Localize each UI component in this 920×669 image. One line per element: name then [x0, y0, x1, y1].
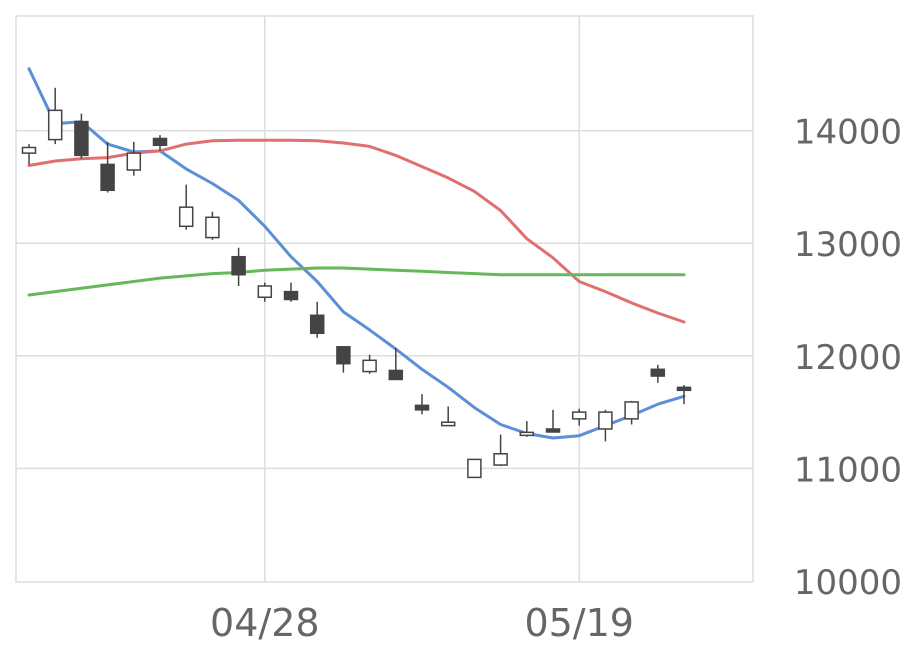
y-tick-label-4: 14000	[794, 113, 902, 153]
candle-10	[283, 282, 299, 302]
candle-body-19	[519, 431, 535, 437]
candle-body-8	[231, 255, 246, 276]
candle-1	[47, 87, 63, 145]
candle-6	[178, 184, 194, 230]
candle-12	[336, 346, 351, 373]
candle-21	[571, 408, 587, 426]
candle-body-22	[598, 411, 613, 430]
series-line-2	[27, 266, 686, 297]
candle-body-2	[74, 120, 89, 157]
x-axis-labels: 04/28 05/19	[210, 601, 634, 645]
candle-24	[650, 364, 666, 383]
x-tick-label-0: 04/28	[210, 601, 320, 645]
candle-body-0	[21, 146, 37, 154]
candle-body-24	[650, 368, 666, 377]
candle-body-25	[676, 386, 692, 392]
y-tick-label-0: 10000	[794, 563, 902, 603]
candle-13	[362, 354, 377, 374]
candle-18	[493, 434, 508, 467]
candle-15	[414, 394, 430, 415]
candle-4	[126, 141, 142, 176]
candle-8	[231, 247, 246, 286]
candle-body-17	[467, 458, 482, 479]
candle-body-14	[388, 369, 404, 381]
y-tick-label-3: 13000	[794, 225, 902, 265]
candle-body-12	[336, 346, 351, 365]
y-tick-label-1: 11000	[794, 450, 902, 490]
candle-body-18	[493, 453, 508, 466]
series-line-0	[27, 67, 686, 440]
candle-5	[152, 135, 168, 151]
candle-20	[545, 409, 561, 433]
candle-23	[624, 400, 639, 425]
plot-frame	[15, 15, 754, 583]
candle-body-6	[178, 206, 194, 228]
candle-body-11	[309, 314, 325, 335]
candle-body-3	[100, 163, 115, 192]
candle-body-4	[126, 152, 142, 171]
candle-body-7	[205, 216, 220, 239]
candle-3	[100, 141, 115, 193]
candle-body-16	[440, 421, 456, 427]
candle-body-20	[545, 428, 561, 433]
candle-body-9	[257, 285, 273, 298]
candle-14	[388, 347, 404, 381]
candle-body-15	[414, 404, 430, 411]
candlesticks	[21, 87, 692, 479]
grid-lines	[16, 16, 753, 582]
x-tick-label-1: 05/19	[524, 601, 634, 645]
candle-body-13	[362, 359, 377, 373]
candle-body-5	[152, 137, 168, 146]
moving-average-lines	[27, 67, 686, 440]
y-axis-labels: 10000 11000 12000 13000 14000	[794, 113, 902, 603]
y-tick-label-2: 12000	[794, 338, 902, 378]
candle-11	[309, 301, 325, 338]
candle-16	[440, 406, 456, 427]
candle-25	[676, 385, 692, 405]
candle-9	[257, 282, 273, 302]
candle-19	[519, 421, 535, 437]
candle-body-1	[47, 109, 63, 141]
candle-7	[205, 211, 220, 240]
candle-body-21	[571, 411, 587, 420]
candle-2	[74, 113, 89, 159]
candle-body-10	[283, 290, 299, 301]
candle-body-23	[624, 401, 639, 420]
candle-0	[21, 144, 37, 165]
candle-22	[598, 409, 613, 442]
candle-17	[467, 458, 482, 479]
